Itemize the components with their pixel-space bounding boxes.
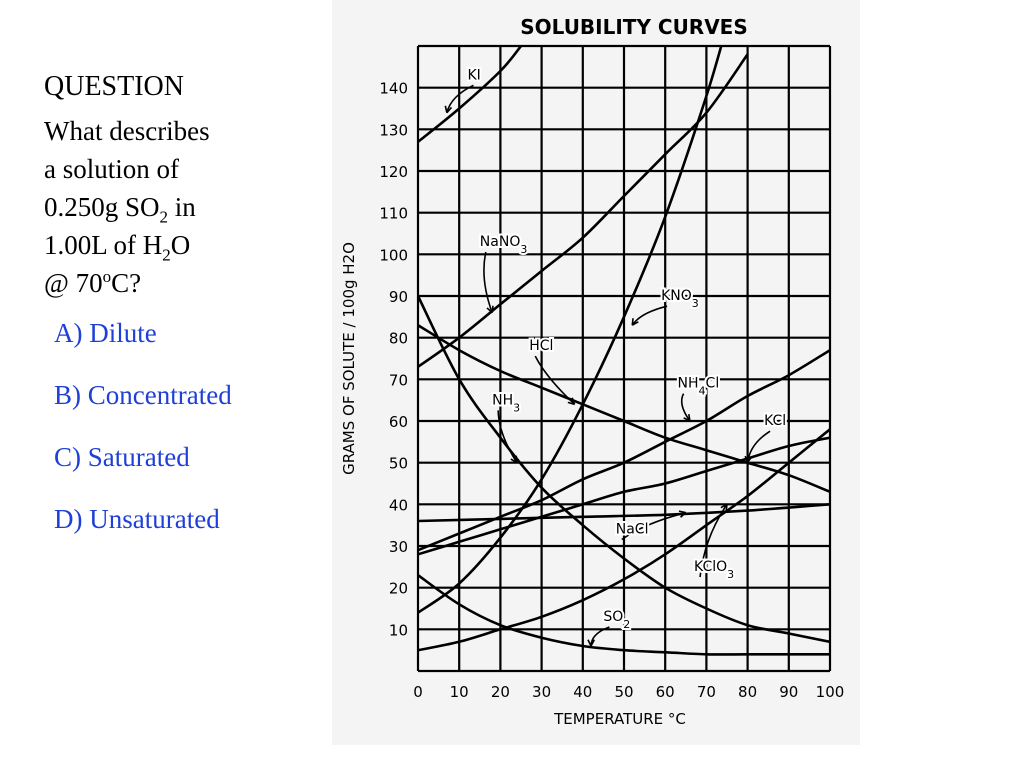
x-axis-label: TEMPERATURE °C [553, 710, 686, 728]
option-a[interactable]: A) Dilute [54, 318, 157, 348]
x-tick-label: 60 [656, 683, 675, 701]
question-line-2: a solution of [44, 154, 179, 184]
label-pointer-nano3 [483, 251, 493, 313]
y-tick-label: 60 [389, 413, 408, 431]
so2-text: 0.250g SO [44, 192, 160, 222]
label-pointer-kcl [746, 430, 771, 463]
y-tick-label: 30 [389, 538, 408, 556]
series-label-kclo3: KClO3 [694, 559, 734, 581]
question-line-1: What describes [44, 116, 210, 146]
curve-nh4cl [418, 349, 830, 552]
curve-ki [418, 46, 523, 143]
label-pointer-nacl [621, 511, 686, 541]
option-d[interactable]: D) Unsaturated [54, 504, 220, 534]
grid-lines [416, 44, 832, 673]
x-tick-label: 0 [413, 683, 423, 701]
temperature-unit: C? [111, 268, 142, 298]
y-tick-label: 140 [379, 80, 408, 98]
y-axis-label: GRAMS OF SOLUTE / 100g H2O [340, 242, 358, 475]
x-tick-label: 90 [779, 683, 798, 701]
water-text-end: O [170, 230, 191, 260]
label-pointer-kno3 [631, 305, 668, 326]
label-arrowhead-hcl [567, 397, 576, 406]
x-tick-label: 100 [816, 683, 845, 701]
x-tick-label: 10 [450, 683, 469, 701]
y-tick-label: 130 [379, 121, 408, 139]
chart-title: SOLUBILITY CURVES [520, 15, 748, 39]
series-label-kcl: KCl [764, 413, 786, 429]
curve-kclo3 [418, 428, 830, 652]
label-arrowhead-nh4cl [683, 413, 691, 422]
option-c[interactable]: C) Saturated [54, 442, 190, 472]
x-tick-label: 30 [532, 683, 551, 701]
label-pointer-nh3 [497, 410, 518, 464]
y-tick-label: 120 [379, 163, 408, 181]
chart-svg: SOLUBILITY CURVES 0 10 20 30 40 50 60 70 80 90 100 1… [340, 15, 845, 728]
series-label-so2: SO2 [603, 609, 630, 631]
x-tick-label: 50 [614, 683, 633, 701]
label-arrowhead-so2 [587, 639, 596, 647]
so2-subscript: 2 [159, 207, 169, 227]
label-pointer-kclo3 [699, 503, 728, 578]
label-pointer-hcl [534, 355, 576, 405]
y-tick-label: 110 [379, 205, 408, 223]
question-line-3-end: in [168, 192, 196, 222]
label-arrowhead-kcl [744, 455, 753, 464]
y-tick-label: 70 [389, 371, 408, 389]
label-arrowhead-nh3 [510, 455, 518, 464]
temperature-text: @ 70 [44, 268, 103, 298]
series-label-nano3: NaNO3 [480, 234, 528, 256]
label-arrowhead-kno3 [631, 318, 639, 326]
series-label-hcl: HCl [529, 338, 553, 354]
series-label-ki: KI [467, 67, 480, 83]
x-tick-label: 40 [573, 683, 592, 701]
curve-nh3 [418, 295, 830, 644]
question-text: What describes a solution of 0.250g SO2 … [44, 112, 294, 302]
water-subscript: 2 [162, 245, 171, 265]
series-label-nh4cl: NH4Cl [678, 376, 720, 398]
degree-superscript: o [102, 267, 112, 286]
option-b[interactable]: B) Concentrated [54, 380, 232, 410]
curve-nacl [418, 503, 830, 523]
label-pointer-nh4cl [680, 393, 691, 422]
curve-hcl [418, 324, 830, 494]
series-label-kno3: KNO3 [661, 288, 699, 310]
label-arrowhead-ki [444, 105, 453, 114]
y-tick-label: 80 [389, 330, 408, 348]
series-label-nh3: NH3 [492, 392, 520, 414]
label-pointer-ki [446, 84, 474, 113]
water-text: 1.00L of H [44, 230, 163, 260]
question-line-4: 1.00L of H2O [44, 230, 191, 263]
question-panel: QUESTION What describes a solution of 0.… [44, 68, 294, 564]
question-line-3: 0.250g SO2 in [44, 192, 196, 225]
y-tick-label: 10 [389, 621, 408, 639]
series-label-nacl: NaCl [616, 522, 649, 538]
series-labels: KI NaNO3 KNO3 HCl NH3 NH4Cl KCl NaCl KClO3 SO2 [444, 65, 788, 647]
label-arrowhead-nacl [678, 510, 687, 518]
y-tick-label: 40 [389, 496, 408, 514]
x-tick-label: 20 [491, 683, 510, 701]
y-tick-label: 100 [379, 246, 408, 264]
curve-so2 [418, 574, 830, 656]
curve-kno3 [418, 46, 723, 614]
y-tick-label: 20 [389, 580, 408, 598]
label-arrowhead-kclo3 [720, 503, 728, 512]
series-curves [418, 46, 830, 656]
question-line-5: @ 70oC? [44, 268, 141, 298]
question-heading: QUESTION [44, 71, 184, 102]
label-arrowhead-nano3 [486, 305, 494, 314]
y-tick-label: 90 [389, 288, 408, 306]
x-tick-label: 70 [697, 683, 716, 701]
curve-kcl [418, 436, 830, 556]
y-tick-label: 50 [389, 455, 408, 473]
x-tick-label: 80 [738, 683, 757, 701]
solubility-chart: SOLUBILITY CURVES 0 10 20 30 40 50 60 70 80 90 100 1… [332, 0, 860, 745]
answer-options: A) Dilute B) Concentrated C) Saturated D… [54, 316, 294, 536]
